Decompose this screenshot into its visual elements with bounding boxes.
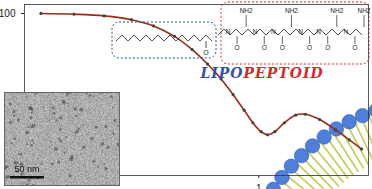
svg-text:N: N (316, 28, 321, 35)
svg-text:50 nm: 50 nm (14, 164, 39, 174)
svg-text:O: O (235, 44, 240, 51)
svg-text:1: 1 (256, 183, 262, 189)
svg-text:N: N (298, 28, 303, 35)
svg-text:NH2: NH2 (330, 7, 343, 14)
svg-text:NH2: NH2 (357, 7, 370, 14)
svg-text:NH2: NH2 (285, 7, 298, 14)
svg-text:NH2: NH2 (240, 7, 253, 14)
svg-text:100: 100 (0, 8, 16, 19)
svg-text:O: O (352, 44, 357, 51)
svg-text:N: N (271, 28, 276, 35)
svg-text:O: O (203, 49, 209, 56)
svg-text:O: O (280, 44, 285, 51)
svg-text:O: O (262, 44, 267, 51)
svg-text:LIPOPEPTOID: LIPOPEPTOID (199, 65, 323, 81)
svg-text:N: N (226, 28, 231, 35)
svg-text:O: O (307, 44, 312, 51)
svg-text:O: O (325, 44, 330, 51)
svg-text:N: N (253, 28, 258, 35)
svg-text:N: N (344, 28, 349, 35)
